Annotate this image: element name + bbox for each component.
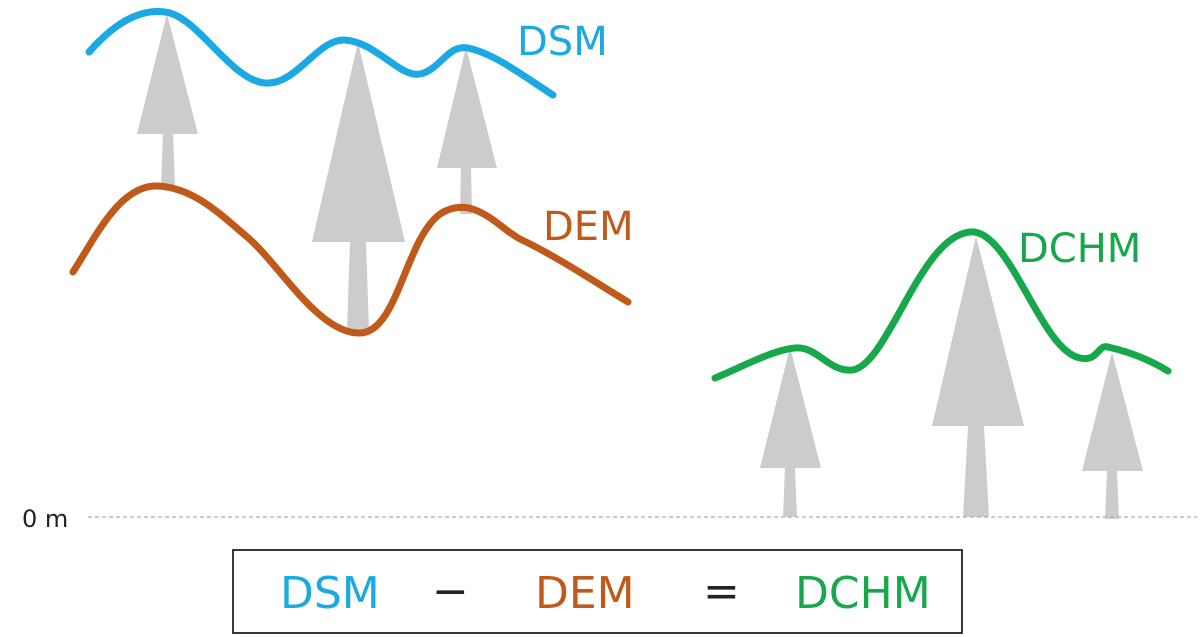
dchm-label: DCHM <box>1018 226 1141 272</box>
tree-left-1 <box>137 14 198 186</box>
tree-left-3 <box>437 47 497 214</box>
equation-box-frame <box>232 549 963 634</box>
dem-label: DEM <box>543 204 634 250</box>
tree-right-1 <box>760 347 821 517</box>
left-trees <box>137 14 497 330</box>
dchm-curve <box>711 228 1172 382</box>
equation-term-dsm: DSM <box>280 568 380 619</box>
tree-left-2 <box>312 42 405 330</box>
equation-term-dchm: DCHM <box>795 568 931 619</box>
equation-minus-sign: − <box>432 566 469 617</box>
dem-curve <box>69 182 632 337</box>
tree-right-3 <box>1082 352 1143 519</box>
equation-term-dem: DEM <box>535 568 635 619</box>
equation-box: DSM − DEM = DCHM <box>232 549 963 634</box>
tree-right-2 <box>932 236 1024 517</box>
dsm-curve <box>85 7 557 99</box>
dsm-label: DSM <box>517 19 608 65</box>
equation-equals-sign: = <box>703 566 740 617</box>
zero-level-label: 0 m <box>22 505 68 533</box>
right-trees <box>760 236 1143 519</box>
